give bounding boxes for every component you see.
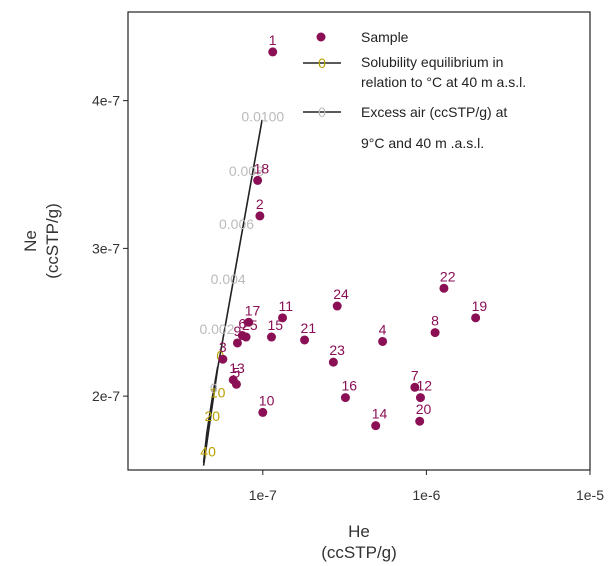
sample-label: 7 <box>411 367 419 383</box>
excess-air-label: 0.004 <box>211 271 246 287</box>
excess-air-label: 0 <box>210 380 218 396</box>
sample-point <box>244 317 254 327</box>
excess-air-label: 0.008 <box>229 163 264 179</box>
sample-label: 6 <box>238 316 246 332</box>
plot-area <box>127 11 591 471</box>
solubility-label: 10 <box>210 385 226 401</box>
y-tick-label: 4e-7 <box>92 93 120 109</box>
x-axis-title: He <box>348 522 370 541</box>
sample-label: 21 <box>301 320 317 336</box>
y-axis-unit: (ccSTP/g) <box>43 203 62 279</box>
sample-label: 25 <box>242 317 258 333</box>
sample-point <box>258 407 268 417</box>
sample-point <box>300 335 310 345</box>
sample-label: 10 <box>259 392 275 408</box>
y-axis-title: Ne <box>21 230 40 252</box>
y-axis: 2e-7 3e-7 4e-7 <box>92 93 128 404</box>
sample-point <box>415 416 425 426</box>
excess-air-label: 0.002 <box>199 321 234 337</box>
sample-point <box>340 393 350 403</box>
sample-point <box>255 211 265 221</box>
sample-point <box>241 332 251 342</box>
legend-solubility-marker: 0 <box>318 55 326 71</box>
sample-point <box>266 332 276 342</box>
y-tick-label: 3e-7 <box>92 240 120 256</box>
sample-label: 1 <box>269 32 277 48</box>
x-tick-label: 1e-6 <box>412 487 440 503</box>
sample-point <box>471 313 481 323</box>
sample-point <box>430 328 440 338</box>
sample-point <box>268 47 278 57</box>
x-tick-label: 1e-7 <box>249 487 277 503</box>
sample-label: 2 <box>256 196 264 212</box>
sample-label: 11 <box>279 298 294 314</box>
solubility-label: 40 <box>200 444 216 460</box>
sample-label: 12 <box>416 378 432 394</box>
sample-label: 23 <box>329 342 345 358</box>
sample-points: 1234567891011121314151617181920212223242… <box>218 32 488 431</box>
legend: Sample 0 Solubility equilibrium in relation… <box>303 29 526 151</box>
sample-label: 9 <box>233 323 241 339</box>
legend-sample-label: Sample <box>361 29 409 45</box>
legend-excess-air-marker: 0 <box>318 104 326 120</box>
sample-point <box>371 421 381 431</box>
sample-point <box>415 393 425 403</box>
sample-label: 19 <box>472 298 488 314</box>
sample-point <box>232 338 242 348</box>
sample-label: 14 <box>372 406 388 422</box>
sample-point <box>410 382 420 392</box>
x-axis: 1e-7 1e-6 1e-5 <box>249 470 604 503</box>
legend-excess-air-label-line2: 9°C and 40 m .a.s.l. <box>361 135 484 151</box>
sample-label: 13 <box>229 360 245 376</box>
sample-point <box>218 354 228 364</box>
sample-point <box>328 357 338 367</box>
y-tick-label: 2e-7 <box>92 388 120 404</box>
x-axis-unit: (ccSTP/g) <box>321 543 397 562</box>
sample-label: 20 <box>416 401 432 417</box>
legend-solubility-label-line1: Solubility equilibrium in <box>361 54 503 70</box>
sample-point <box>439 283 449 293</box>
sample-label: 17 <box>245 302 261 318</box>
sample-label: 24 <box>333 286 349 302</box>
sample-point <box>378 336 388 346</box>
legend-sample-marker <box>316 32 326 42</box>
sample-label: 18 <box>254 160 270 176</box>
sample-label: 4 <box>379 321 387 337</box>
sample-label: 3 <box>219 339 227 355</box>
sample-point <box>332 301 342 311</box>
legend-excess-air-label-line1: Excess air (ccSTP/g) at <box>361 104 507 120</box>
solubility-line <box>202 366 219 463</box>
sample-point <box>228 375 238 385</box>
sample-label: 5 <box>232 364 240 380</box>
excess-air-label: 0.006 <box>219 216 254 232</box>
sample-point <box>253 175 263 185</box>
sample-label: 15 <box>267 317 283 333</box>
excess-air-label: 0.0100 <box>241 108 284 124</box>
x-tick-label: 1e-5 <box>576 487 604 503</box>
sample-label: 16 <box>341 378 357 394</box>
sample-label: 8 <box>431 313 439 329</box>
sample-point <box>278 313 288 323</box>
sample-label: 22 <box>440 268 456 284</box>
legend-solubility-label-line2: relation to °C at 40 m a.s.l. <box>361 74 526 90</box>
solubility-label: 20 <box>204 408 220 424</box>
reference-lines <box>202 119 263 466</box>
